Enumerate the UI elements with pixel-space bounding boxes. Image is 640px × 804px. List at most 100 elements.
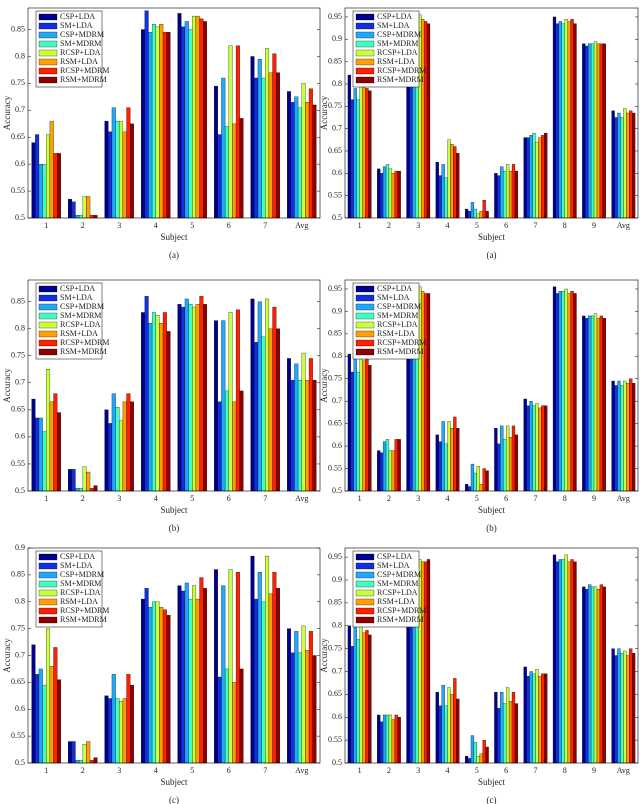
- y-tick-label: 0.5: [15, 758, 25, 767]
- bar: [115, 120, 120, 219]
- bar: [385, 164, 390, 219]
- bar: [532, 405, 536, 492]
- bar: [582, 586, 586, 764]
- bar: [148, 32, 153, 219]
- legend-label: RCSP+MDRM: [377, 338, 426, 347]
- x-tick-label: 7: [533, 766, 537, 775]
- legend-label: RCSP+LDA: [377, 48, 418, 57]
- bar: [350, 371, 354, 492]
- bar: [570, 19, 574, 219]
- bar: [453, 146, 457, 219]
- bar: [199, 577, 204, 764]
- bar: [391, 173, 395, 219]
- y-tick-label: 0.75: [11, 78, 25, 87]
- legend-swatch: [38, 607, 58, 615]
- legend-swatch: [38, 598, 58, 606]
- bar: [447, 421, 451, 492]
- y-tick-label: 0.65: [11, 405, 25, 414]
- bar: [356, 99, 360, 219]
- bar: [265, 555, 270, 764]
- bar: [159, 323, 164, 492]
- bar: [356, 639, 360, 764]
- caption: (a): [487, 250, 497, 260]
- bar: [450, 144, 454, 219]
- bar: [467, 211, 472, 219]
- x-tick-label: 2: [81, 221, 85, 230]
- bar: [192, 585, 197, 764]
- bar: [38, 164, 43, 219]
- bar: [195, 304, 200, 492]
- y-tick-label: 0.8: [15, 51, 25, 60]
- x-tick-label: 4: [446, 221, 450, 230]
- bar: [421, 291, 425, 492]
- x-tick-label: 5: [190, 494, 194, 503]
- x-tick-label: Avg: [295, 221, 308, 230]
- bar: [261, 77, 266, 219]
- legend-swatch: [355, 303, 375, 311]
- bar: [558, 291, 562, 492]
- legend-swatch: [38, 339, 58, 347]
- bar: [485, 746, 489, 764]
- x-tick-label: 6: [504, 766, 508, 775]
- bar: [631, 383, 636, 492]
- x-tick-label: 3: [416, 766, 420, 775]
- bar: [470, 735, 475, 764]
- legend-label: RCSP+MDRM: [60, 606, 109, 615]
- bar: [122, 698, 127, 764]
- bar: [397, 439, 401, 492]
- legend-swatch: [38, 330, 58, 338]
- legend-label: CSP+MDRM: [377, 302, 421, 311]
- chart-panel: 0.5 0.55 0.6 0.65 0.7 0.75 0.8 0.85 1 2 3 4 5 6 7 Avg Su…: [2, 7, 321, 260]
- bar: [290, 379, 295, 492]
- bar: [388, 450, 393, 492]
- legend-swatch: [355, 330, 375, 338]
- y-tick-label: 0.9: [332, 575, 342, 584]
- bar: [623, 380, 627, 492]
- x-tick-label: 1: [44, 494, 48, 503]
- bar: [276, 328, 281, 492]
- bar: [115, 406, 120, 492]
- bar: [555, 561, 560, 764]
- bar: [148, 323, 153, 492]
- bar: [305, 379, 310, 492]
- bar: [104, 695, 109, 764]
- bar: [144, 10, 149, 219]
- bar: [623, 108, 627, 219]
- chart-panel: 0.5 0.55 0.6 0.65 0.7 0.75 0.8 0.85 0.9 0.95 1 2 3 4 5…: [319, 547, 639, 804]
- bar: [93, 485, 98, 492]
- bar: [268, 72, 273, 219]
- bar: [126, 674, 131, 764]
- bar: [444, 443, 448, 492]
- x-tick-label: 1: [358, 221, 362, 230]
- bar: [573, 561, 577, 764]
- bar: [535, 669, 539, 764]
- y-tick-label: 0.95: [328, 284, 342, 293]
- chart-panel: 0.5 0.55 0.6 0.65 0.7 0.75 0.8 0.85 0.9 0.95 1 2 3 4 5…: [319, 279, 639, 533]
- bar: [42, 164, 47, 219]
- bar: [438, 705, 442, 764]
- bar: [558, 21, 562, 219]
- bar: [590, 43, 595, 219]
- bar: [620, 653, 624, 764]
- bar: [362, 632, 366, 764]
- bar: [232, 682, 237, 764]
- bar: [254, 598, 259, 764]
- x-axis-label: Subject: [161, 232, 188, 242]
- bar: [482, 739, 486, 764]
- bar: [588, 315, 592, 492]
- legend-swatch: [355, 339, 375, 347]
- plot-frame: [27, 279, 321, 492]
- bar: [470, 463, 475, 492]
- bar: [224, 668, 229, 764]
- bar: [188, 304, 193, 492]
- bar: [623, 650, 627, 764]
- bar: [614, 385, 618, 492]
- bar: [159, 24, 164, 219]
- legend-label: RSM+MDRM: [60, 615, 107, 624]
- bar: [426, 23, 431, 219]
- bar: [479, 753, 483, 764]
- legend-label: RCSP+LDA: [60, 588, 101, 597]
- legend-swatch: [355, 589, 375, 597]
- bar: [438, 175, 442, 219]
- bar: [552, 286, 557, 492]
